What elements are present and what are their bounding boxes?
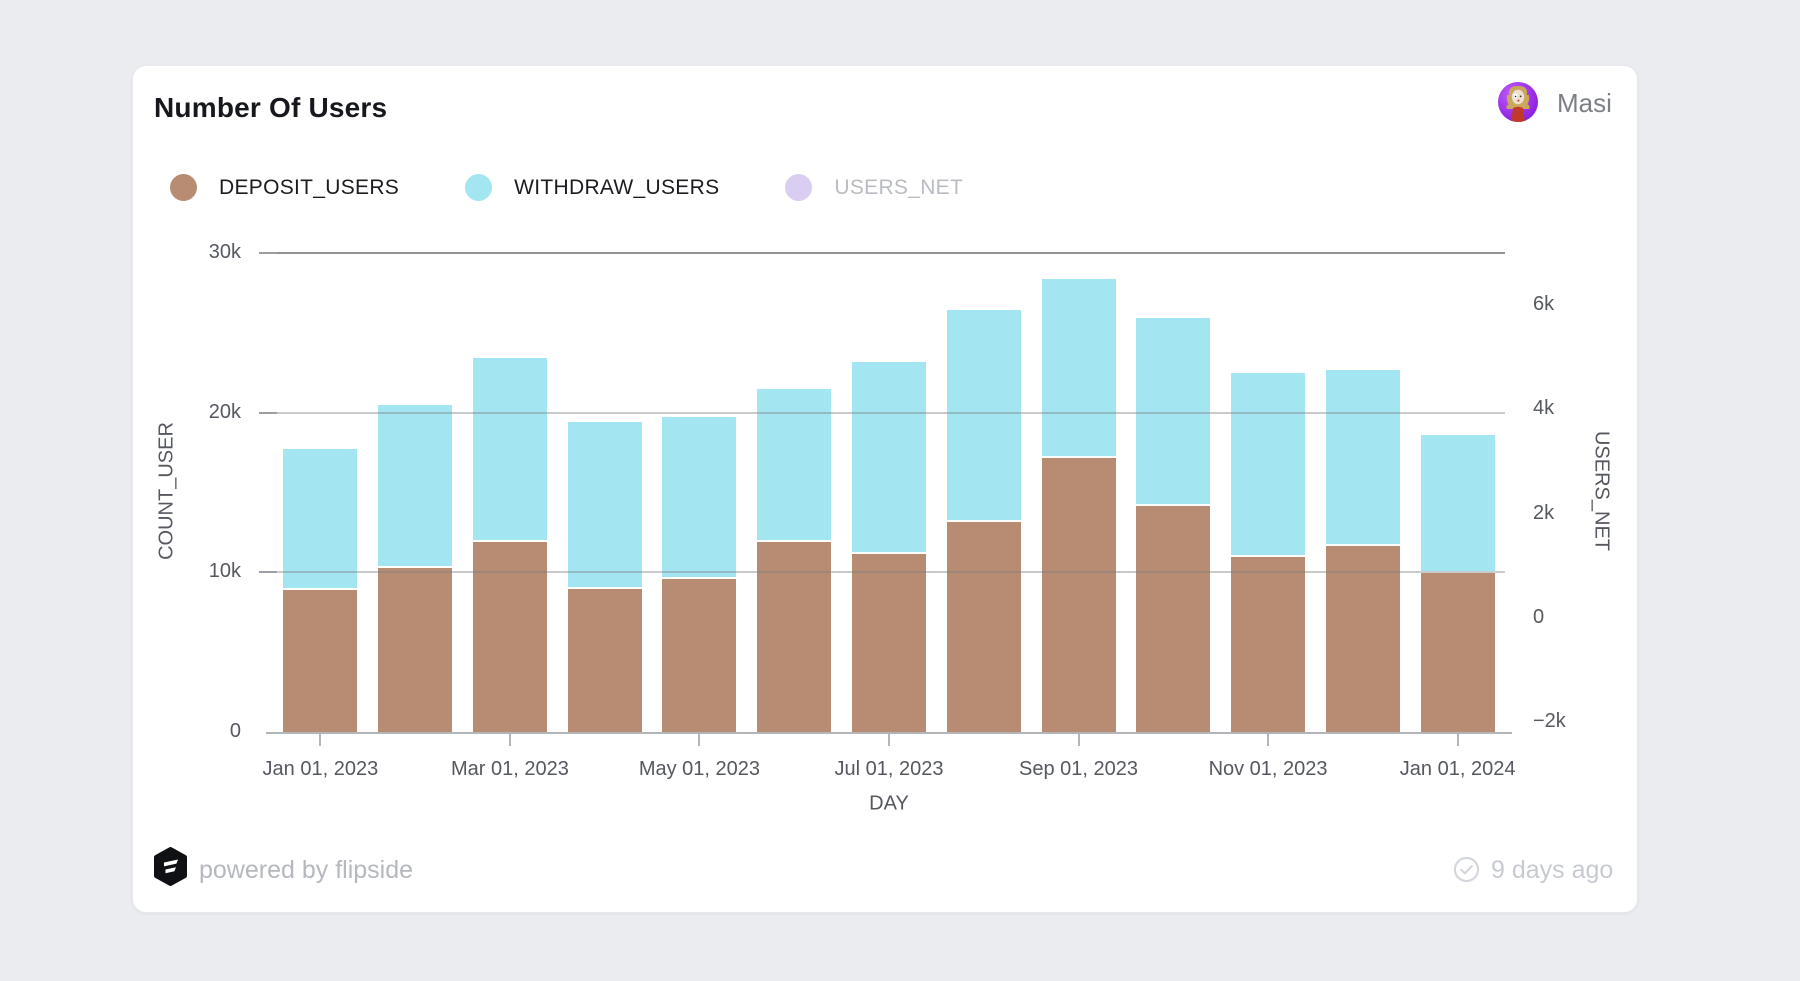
right-axis-tick-label: 2k xyxy=(1533,502,1555,524)
bar-withdraw-segment[interactable] xyxy=(567,422,642,587)
bar-withdraw-segment[interactable] xyxy=(662,417,737,578)
legend-dot-users-net-icon xyxy=(785,174,813,201)
left-axis-tick-label: 20k xyxy=(208,400,241,423)
gridline xyxy=(273,252,1505,254)
powered-by-flipside-link[interactable]: powered by flipside xyxy=(199,856,414,884)
bar-withdraw-segment[interactable] xyxy=(1325,369,1400,544)
right-axis-tick-label: 6k xyxy=(1533,293,1555,315)
left-axis-tick-label: 30k xyxy=(208,241,241,263)
bar-deposit-segment[interactable] xyxy=(1420,570,1495,732)
x-axis-tick-label: Jan 01, 2023 xyxy=(262,758,379,780)
left-axis-tick xyxy=(259,571,277,574)
avatar-illustration xyxy=(1506,86,1530,122)
bar-withdraw-segment[interactable] xyxy=(378,404,453,566)
x-axis-tick-label: Nov 01, 2023 xyxy=(1208,758,1328,780)
right-axis-tick-label: −2k xyxy=(1533,710,1566,732)
x-axis-tick xyxy=(1077,732,1080,746)
bar-deposit-segment[interactable] xyxy=(1325,543,1400,732)
left-axis-tick-label: 0 xyxy=(229,720,241,742)
bar-deposit-segment[interactable] xyxy=(757,540,832,732)
x-axis-tick-label: Jul 01, 2023 xyxy=(834,758,944,780)
x-axis-tick xyxy=(508,732,511,746)
right-axis-tick-label: 4k xyxy=(1533,397,1555,419)
bar-withdraw-segment[interactable] xyxy=(283,449,358,589)
chart-card: Number Of Users Masi DEPOSIT_USERS WITHD… xyxy=(132,65,1638,913)
bar-withdraw-segment[interactable] xyxy=(852,361,926,552)
bar-deposit-segment[interactable] xyxy=(946,519,1021,732)
check-circle-icon xyxy=(1453,856,1480,883)
left-axis-tick-label: 10k xyxy=(208,560,241,583)
bar-deposit-segment[interactable] xyxy=(662,577,737,732)
bar-deposit-segment[interactable] xyxy=(283,588,358,732)
chart-plot-area: 0 10k 20k 30k 6k 4k 2k 0 −2k Jan 01, 2023 Mar 01, … xyxy=(133,66,1637,912)
bar-deposit-segment[interactable] xyxy=(472,540,547,732)
bar-deposit-segment[interactable] xyxy=(1231,554,1306,732)
left-axis-tick xyxy=(259,411,277,414)
x-axis-tick xyxy=(888,732,890,746)
bar-deposit-segment[interactable] xyxy=(1041,455,1116,732)
x-axis-tick xyxy=(319,732,322,746)
bar-withdraw-segment[interactable] xyxy=(1136,318,1211,504)
legend-item-withdraw-users[interactable]: WITHDRAW_USERS xyxy=(465,174,719,201)
bar-withdraw-segment[interactable] xyxy=(1041,278,1116,456)
bar-deposit-segment[interactable] xyxy=(378,565,453,732)
legend-item-deposit-users[interactable]: DEPOSIT_USERS xyxy=(170,174,399,201)
bar-withdraw-segment[interactable] xyxy=(946,310,1021,520)
bar-deposit-segment[interactable] xyxy=(567,586,642,732)
legend-label: DEPOSIT_USERS xyxy=(219,175,400,199)
chart-legend: DEPOSIT_USERS WITHDRAW_USERS USERS_NET xyxy=(170,174,963,201)
bar-withdraw-segment[interactable] xyxy=(1420,435,1495,571)
last-updated-text: 9 days ago xyxy=(1491,856,1614,884)
user-avatar[interactable] xyxy=(1498,82,1538,122)
x-axis-tick-label: Sep 01, 2023 xyxy=(1019,758,1139,780)
legend-item-users-net[interactable]: USERS_NET xyxy=(785,174,963,201)
bar-withdraw-segment[interactable] xyxy=(1231,372,1306,555)
left-axis-tick xyxy=(259,252,277,254)
legend-dot-withdraw-icon xyxy=(465,174,493,201)
legend-dot-deposit-icon xyxy=(170,174,197,201)
x-axis-tick-label: May 01, 2023 xyxy=(638,758,761,780)
x-axis-tick xyxy=(1267,732,1270,746)
right-axis-tick-label: 0 xyxy=(1533,606,1545,628)
flipside-logo-icon xyxy=(154,847,187,886)
x-axis-tick-label: Mar 01, 2023 xyxy=(450,758,569,780)
bar-deposit-segment[interactable] xyxy=(1136,503,1211,732)
bar-withdraw-segment[interactable] xyxy=(757,388,832,541)
x-axis-line xyxy=(266,732,1512,734)
bar-withdraw-segment[interactable] xyxy=(472,358,547,541)
bar-deposit-segment[interactable] xyxy=(852,551,926,732)
legend-label: USERS_NET xyxy=(834,175,964,199)
chart-title: Number Of Users xyxy=(154,92,388,123)
x-axis-tick-label: Jan 01, 2024 xyxy=(1399,758,1516,780)
x-axis-tick xyxy=(698,732,701,746)
legend-label: WITHDRAW_USERS xyxy=(514,175,720,199)
x-axis-tick xyxy=(1456,732,1459,746)
user-name[interactable]: Masi xyxy=(1557,88,1612,118)
